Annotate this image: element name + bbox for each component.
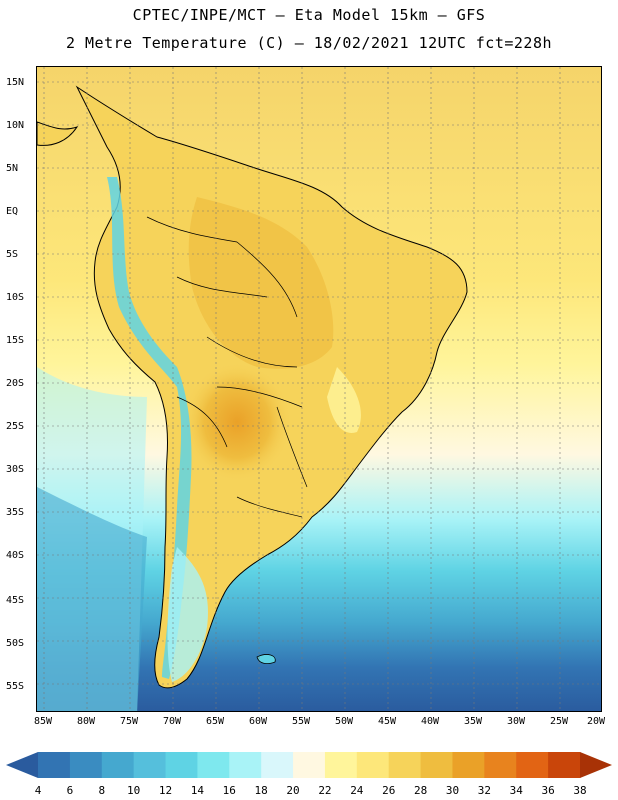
lat-label-50s: 50S [6,638,25,649]
map-subtitle: 2 Metre Temperature (C) – 18/02/2021 12U… [65,34,553,52]
lat-label-55s: 55S [6,681,25,692]
lat-label-5s: 5S [6,249,19,260]
lat-label-20s: 20S [6,378,25,389]
lat-label-45s: 45S [6,595,25,606]
lat-label-eq: EQ [6,206,19,217]
lat-label-15n: 15N [6,77,25,88]
lat-label-25s: 25S [6,421,25,432]
colorbar-cell [420,752,453,778]
colorbar-label: 38 [573,784,587,797]
lat-label-10s: 10S [6,292,25,303]
lon-label-20w: 20W [586,716,606,727]
patagonia-cool-region [167,547,208,682]
colorbar-label: 10 [127,784,141,797]
colorbar-label: 18 [254,784,268,797]
lat-label-30s: 30S [6,464,25,475]
temperature-map [36,66,602,712]
colorbar-label: 14 [190,784,205,797]
colorbar-label: 34 [509,784,523,797]
pacific-cold-band [37,487,147,711]
colorbar-cell [197,752,230,778]
colorbar-cell [69,752,103,778]
lon-label-45w: 45W [377,716,397,727]
colorbar-cell [516,752,549,778]
chaco-hot-region [182,362,292,482]
colorbar-label: 30 [445,784,460,797]
colorbar-label: 32 [477,784,491,797]
colorbar-cell [38,752,71,778]
map-title: CPTEC/INPE/MCT – Eta Model 15km – GFS [132,6,486,24]
colorbar [6,752,612,778]
colorbar-cell [388,752,422,778]
falkland-islands [256,654,276,664]
lon-label-35w: 35W [463,716,483,727]
colorbar-cell [261,752,294,778]
colorbar-cell [324,752,358,778]
lat-label-40s: 40S [6,550,25,561]
colorbar-cell [101,752,135,778]
colorbar-label: 4 [34,784,42,797]
colorbar-cell [165,752,198,778]
central-america-landmass [37,121,79,146]
brazil-coastal-region [327,367,361,433]
lon-label-60w: 60W [248,716,268,727]
lon-label-65w: 65W [205,716,225,727]
lon-label-40w: 40W [420,716,440,727]
colorbar-label: 16 [222,784,236,797]
lon-label-70w: 70W [162,716,182,727]
colorbar-label: 6 [66,784,74,797]
colorbar-label: 24 [350,784,364,797]
colorbar-right-arrow-icon [580,752,612,778]
colorbar-cell [548,752,581,778]
colorbar-label: 36 [541,784,555,797]
lon-label-75w: 75W [119,716,139,727]
lat-label-5n: 5N [6,163,19,174]
colorbar-cell [133,752,167,778]
lon-label-85w: 85W [33,716,53,727]
colorbar-cell [484,752,517,778]
colorbar-label: 28 [413,784,428,797]
lat-label-15s: 15S [6,335,25,346]
lat-label-10n: 10N [6,120,25,131]
lat-label-35s: 35S [6,507,25,518]
colorbar-label: 26 [382,784,396,797]
colorbar-cell [452,752,485,778]
colorbar-label: 22 [318,784,332,797]
colorbar-label: 12 [158,784,173,797]
colorbar-left-arrow-icon [6,752,38,778]
colorbar-cell [356,752,390,778]
colorbar-label: 20 [286,784,300,797]
colorbar-label: 8 [98,784,106,797]
lon-label-55w: 55W [291,716,311,727]
colorbar-cell [293,752,326,778]
lon-label-50w: 50W [334,716,354,727]
graticule [37,67,601,711]
colorbar-cell [229,752,262,778]
lon-label-25w: 25W [549,716,569,727]
andes-cold-strip [107,177,192,679]
lon-label-80w: 80W [76,716,96,727]
lon-label-30w: 30W [506,716,526,727]
